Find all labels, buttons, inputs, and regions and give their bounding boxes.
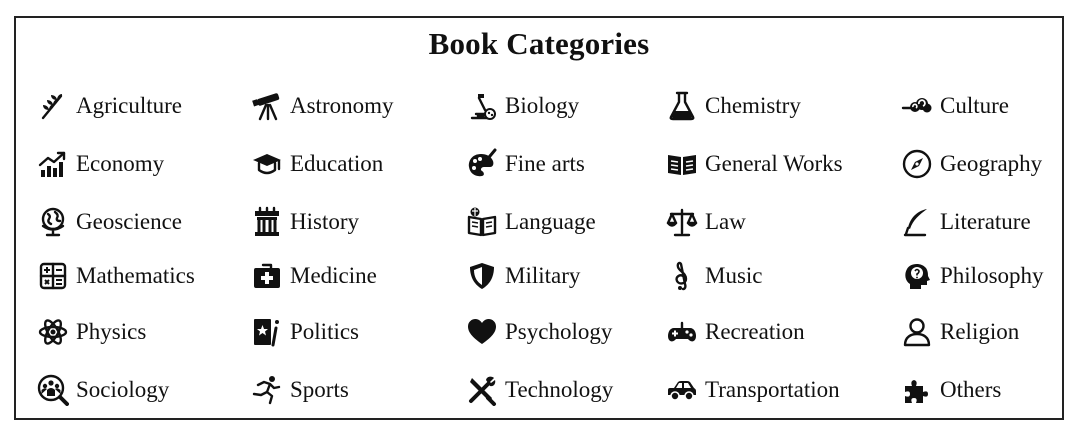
category-label: Religion — [940, 319, 1020, 344]
compass-icon — [898, 147, 936, 181]
atom-icon — [34, 315, 72, 349]
car-icon — [663, 373, 701, 407]
category-item-others: Others — [898, 370, 1001, 410]
category-item-military: Military — [463, 256, 580, 296]
category-item-physics: Physics — [34, 312, 146, 352]
book-globe-icon — [463, 205, 501, 239]
category-item-economy: Economy — [34, 144, 164, 184]
category-item-biology: Biology — [463, 86, 579, 126]
category-label: Military — [505, 263, 581, 288]
category-label: Psychology — [505, 319, 613, 344]
category-label: Politics — [290, 319, 360, 344]
globe-icon — [34, 205, 72, 239]
category-label: Geography — [940, 151, 1043, 176]
category-label: Philosophy — [940, 263, 1044, 288]
category-item-language: Language — [463, 202, 596, 242]
chart-up-icon — [34, 147, 72, 181]
category-item-religion: Religion — [898, 312, 1019, 352]
category-label: History — [290, 209, 359, 234]
monument-icon — [248, 205, 286, 239]
category-label: Law — [705, 209, 746, 234]
category-item-politics: Politics — [248, 312, 359, 352]
category-label: Physics — [76, 319, 147, 344]
book-star-icon — [248, 315, 286, 349]
category-label: Chemistry — [705, 93, 801, 118]
category-item-culture: Culture — [898, 86, 1009, 126]
category-label: Culture — [940, 93, 1009, 118]
category-item-music: Music — [663, 256, 763, 296]
category-item-geoscience: Geoscience — [34, 202, 182, 242]
category-label: Sports — [290, 377, 349, 402]
graduation-cap-icon — [248, 147, 286, 181]
category-label: Sociology — [76, 377, 170, 402]
runner-icon — [248, 373, 286, 407]
flask-icon — [663, 89, 701, 123]
puzzle-icon — [898, 373, 936, 407]
treble-clef-icon — [663, 259, 701, 293]
shield-icon — [463, 259, 501, 293]
gamepad-icon — [663, 315, 701, 349]
category-item-history: History — [248, 202, 359, 242]
scales-icon — [663, 205, 701, 239]
telescope-icon — [248, 89, 286, 123]
category-item-transportation: Transportation — [663, 370, 840, 410]
category-label: Agriculture — [76, 93, 183, 118]
category-item-astronomy: Astronomy — [248, 86, 394, 126]
category-item-literature: Literature — [898, 202, 1031, 242]
category-label: Mathematics — [76, 263, 195, 288]
category-label: Transportation — [705, 377, 840, 402]
category-item-agriculture: Agriculture — [34, 86, 182, 126]
wheat-icon — [34, 89, 72, 123]
category-label: Medicine — [290, 263, 377, 288]
heart-icon — [463, 315, 501, 349]
group-search-icon — [34, 373, 72, 407]
cloud-swirl-icon — [898, 89, 936, 123]
category-item-education: Education — [248, 144, 383, 184]
category-item-general-works: General Works — [663, 144, 843, 184]
category-label: Literature — [940, 209, 1031, 234]
category-item-law: Law — [663, 202, 746, 242]
category-item-technology: Technology — [463, 370, 613, 410]
category-label: Language — [505, 209, 596, 234]
category-label: Geoscience — [76, 209, 182, 234]
category-item-geography: Geography — [898, 144, 1042, 184]
category-label: General Works — [705, 151, 843, 176]
category-item-sociology: Sociology — [34, 370, 169, 410]
medkit-icon — [248, 259, 286, 293]
category-label: Music — [705, 263, 763, 288]
category-item-recreation: Recreation — [663, 312, 805, 352]
category-label: Recreation — [705, 319, 805, 344]
quill-icon — [898, 205, 936, 239]
microscope-icon — [463, 89, 501, 123]
category-label: Fine arts — [505, 151, 585, 176]
category-label: Education — [290, 151, 384, 176]
category-item-mathematics: Mathematics — [34, 256, 195, 296]
tools-icon — [463, 373, 501, 407]
category-label: Others — [940, 377, 1002, 402]
category-item-medicine: Medicine — [248, 256, 377, 296]
category-item-chemistry: Chemistry — [663, 86, 801, 126]
category-item-sports: Sports — [248, 370, 349, 410]
calculator-icon — [34, 259, 72, 293]
open-book-icon — [663, 147, 701, 181]
person-icon — [898, 315, 936, 349]
category-item-psychology: Psychology — [463, 312, 612, 352]
categories-panel: Book Categories Agriculture Astronomy Biol… — [14, 16, 1064, 420]
category-label: Astronomy — [290, 93, 394, 118]
category-item-fine-arts: Fine arts — [463, 144, 585, 184]
palette-icon — [463, 147, 501, 181]
category-label: Economy — [76, 151, 165, 176]
category-label: Technology — [505, 377, 614, 402]
category-label: Biology — [505, 93, 580, 118]
category-item-philosophy: Philosophy — [898, 256, 1044, 296]
page-title: Book Categories — [428, 26, 650, 61]
head-question-icon — [898, 259, 936, 293]
